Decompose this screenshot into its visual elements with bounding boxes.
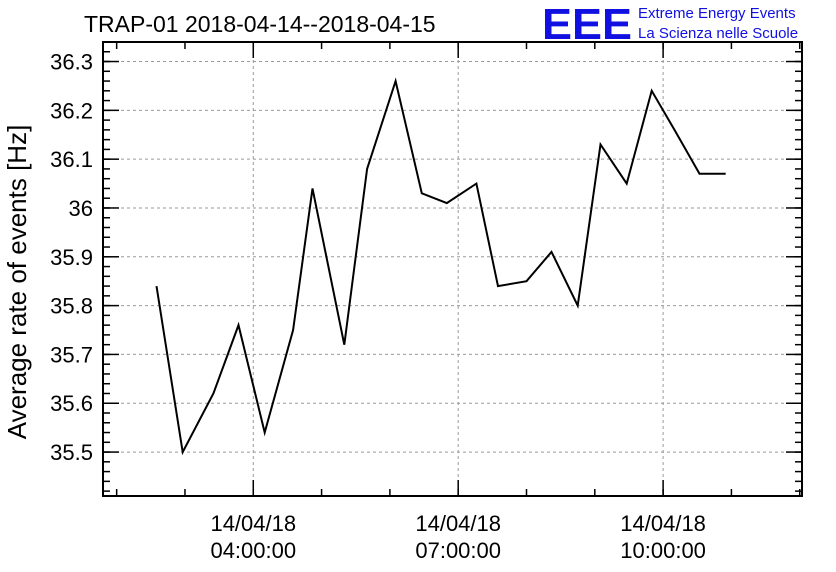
x-tick-time-label: 10:00:00 — [620, 538, 706, 563]
logo-line-2: La Scienza nelle Scuole — [638, 25, 798, 42]
x-tick-date-label: 14/04/18 — [415, 511, 501, 536]
axis-ticks — [103, 41, 802, 496]
plot-frame — [102, 41, 803, 497]
y-tick-label: 36.1 — [50, 147, 93, 172]
x-tick-time-label: 07:00:00 — [415, 538, 501, 563]
x-tick-time-label: 04:00:00 — [210, 538, 296, 563]
y-tick-label: 36.3 — [50, 50, 93, 75]
y-tick-label: 36.2 — [50, 98, 93, 123]
chart-title: TRAP-01 2018-04-14--2018-04-15 — [84, 11, 436, 37]
y-tick-label: 35.5 — [50, 440, 93, 465]
x-tick-date-label: 14/04/18 — [210, 511, 296, 536]
y-axis-label: Average rate of events [Hz] — [2, 125, 32, 440]
logo-line-1: Extreme Energy Events — [638, 5, 796, 22]
eee-logo: EEE Extreme Energy Events La Scienza nel… — [542, 0, 798, 49]
y-tick-label: 35.7 — [50, 342, 93, 367]
x-tick-date-label: 14/04/18 — [620, 511, 706, 536]
grid — [103, 42, 802, 496]
y-tick-labels: 35.5 35.6 35.7 35.8 35.9 36 36.1 36.2 36.3 — [50, 50, 93, 466]
series-line — [155, 77, 726, 456]
x-tick-labels: 14/04/1804:00:0014/04/1807:00:0014/04/18… — [210, 511, 705, 563]
y-tick-label: 35.9 — [50, 245, 93, 270]
y-tick-label: 36 — [69, 196, 93, 221]
logo-mark: EEE — [542, 0, 632, 49]
y-tick-label: 35.6 — [50, 391, 93, 416]
y-tick-label: 35.8 — [50, 294, 93, 319]
